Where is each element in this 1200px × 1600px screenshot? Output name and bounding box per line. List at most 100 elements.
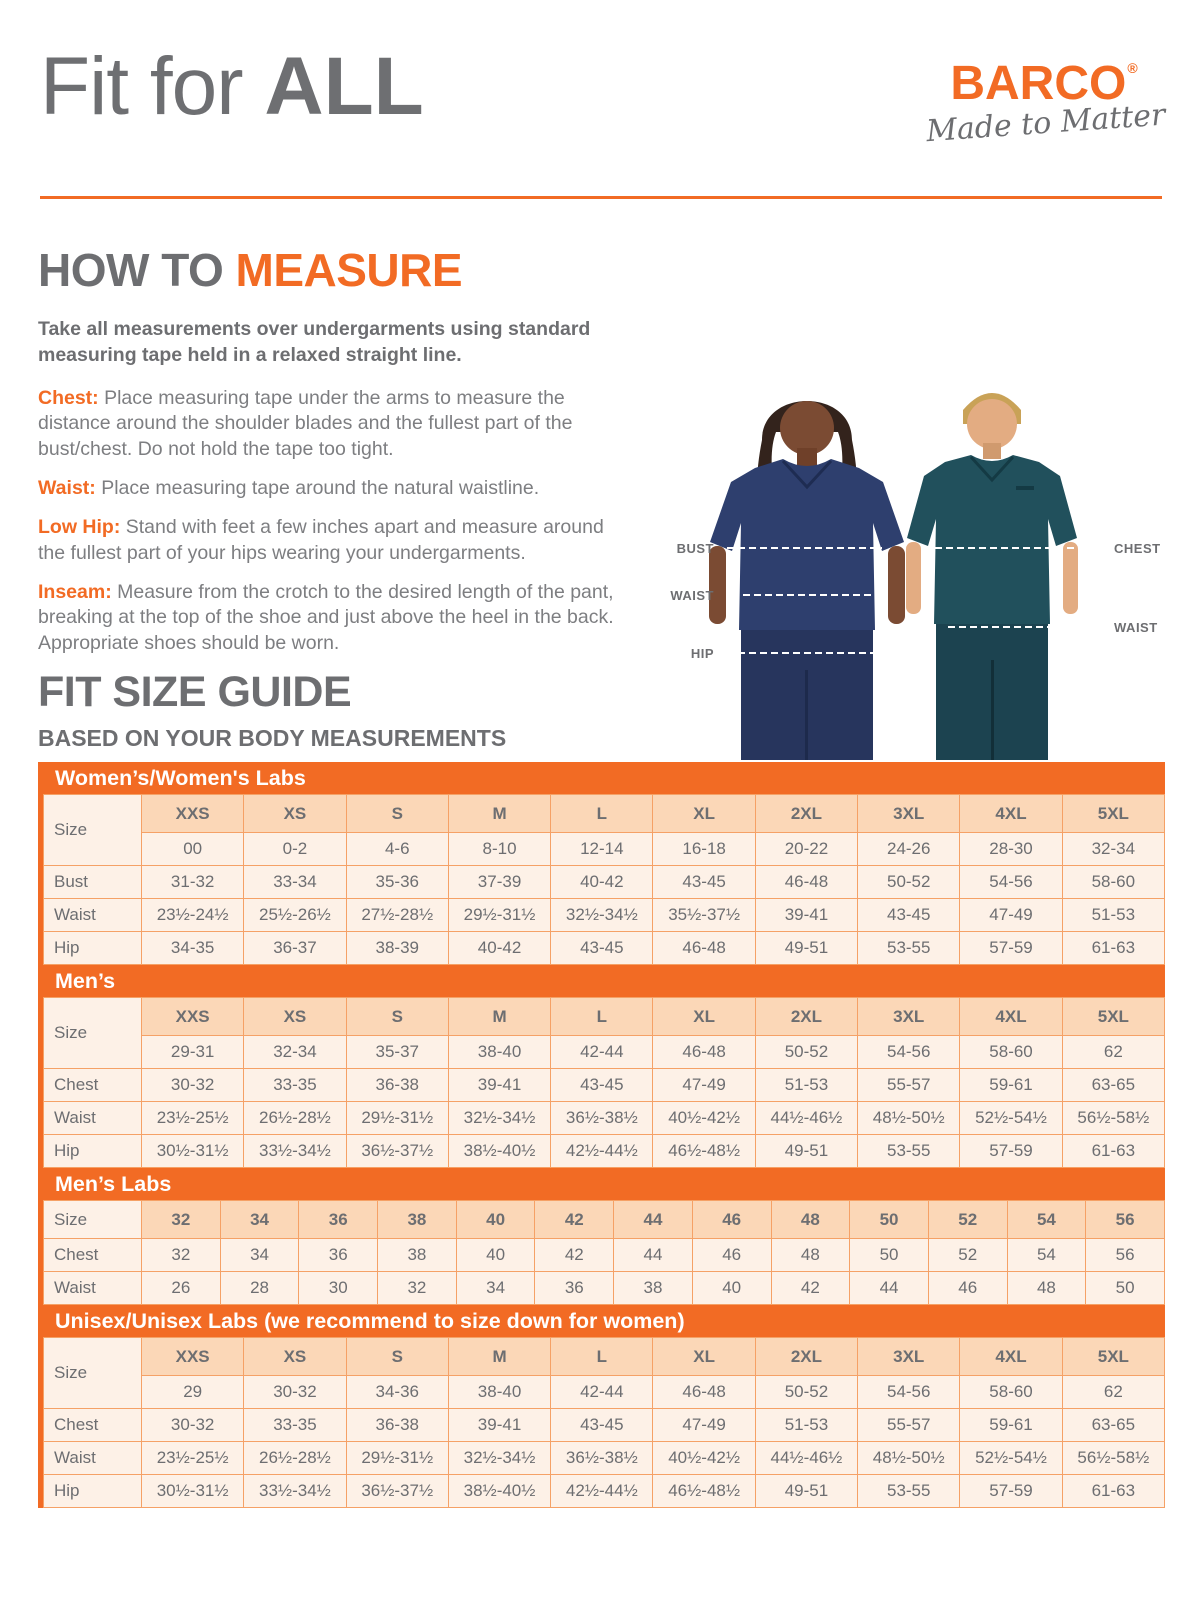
measure-item-waist: Waist: Place measuring tape around the n… <box>38 476 626 501</box>
how-to-measure-section: HOW TO MEASURE Take all measurements ove… <box>38 243 626 670</box>
measure-cell: 53-55 <box>857 1474 961 1508</box>
table-section-header: Men’s <box>43 965 1165 997</box>
measure-cell: 56½-58½ <box>1061 1101 1166 1135</box>
size-table: Unisex/Unisex Labs (we recommend to size… <box>43 1305 1166 1508</box>
low-hip-text: Stand with feet a few inches apart and m… <box>38 516 604 564</box>
fit-size-guide-heading: FIT SIZE GUIDE <box>38 668 352 716</box>
measure-cell: 54-56 <box>959 865 1063 899</box>
how-to-measure-heading: HOW TO MEASURE <box>38 243 626 297</box>
inseam-text: Measure from the crotch to the desired l… <box>38 580 614 654</box>
barco-wordmark: BARCO® <box>926 60 1162 108</box>
size-table: Men’s Size XXS XS S M L XL 2XL 3XL 4XL 5XL 29-31 32-3… <box>43 965 1166 1168</box>
size-header-cell: 50 <box>849 1200 929 1239</box>
size-header-cell: XL <box>652 794 756 833</box>
size-header-cell: 52 <box>927 1200 1008 1239</box>
numeric-size-cell: 62 <box>1061 1375 1166 1409</box>
measure-cell: 44 <box>849 1271 929 1305</box>
table-section-header: Men’s Labs <box>43 1168 1165 1200</box>
size-header-cell: 56 <box>1085 1200 1165 1239</box>
numeric-size-cell: 32-34 <box>243 1035 347 1069</box>
size-header-cell: L <box>550 1337 654 1376</box>
measure-intro: Take all measurements over undergarments… <box>38 318 591 366</box>
size-header-cell: XS <box>243 997 347 1036</box>
size-row-label: Size <box>43 794 142 866</box>
heading-orange-part: MEASURE <box>235 244 463 296</box>
bust-label: BUST <box>677 541 714 556</box>
measure-cell: 30½-31½ <box>140 1474 245 1508</box>
measure-row-label: Bust <box>43 865 142 899</box>
measure-cell: 44½-46½ <box>754 1441 859 1475</box>
chest-label: Chest: <box>38 386 99 409</box>
measure-cell: 36½-38½ <box>550 1441 654 1475</box>
measure-cell: 36½-37½ <box>345 1134 449 1168</box>
measure-row-label: Chest <box>43 1408 142 1442</box>
size-header-cell: XXS <box>140 1337 245 1376</box>
measure-cell: 40 <box>691 1271 772 1305</box>
measure-cell: 58-60 <box>1061 865 1166 899</box>
measure-cell: 50 <box>849 1238 929 1272</box>
size-row-label: Size <box>43 1337 142 1409</box>
size-header-cell: 36 <box>298 1200 379 1239</box>
size-header-cell: 3XL <box>857 1337 961 1376</box>
measure-cell: 63-65 <box>1061 1068 1166 1102</box>
size-header-cell: 4XL <box>959 997 1063 1036</box>
size-header-cell: 38 <box>377 1200 457 1239</box>
size-table: Women’s/Women's Labs Size XXS XS S M L XL 2XL 3XL… <box>43 762 1166 965</box>
measure-cell: 35½-37½ <box>652 898 756 932</box>
numeric-size-cell: 50-52 <box>754 1375 859 1409</box>
measure-row-label: Waist <box>43 1441 142 1475</box>
measure-cell: 53-55 <box>857 931 961 965</box>
size-header-cell: 54 <box>1006 1200 1087 1239</box>
measure-cell: 30½-31½ <box>140 1134 245 1168</box>
measure-cell: 44½-46½ <box>754 1101 859 1135</box>
measure-cell: 33-35 <box>243 1408 347 1442</box>
measure-cell: 50 <box>1085 1271 1165 1305</box>
page-title-bold: ALL <box>264 41 424 132</box>
page-title-light: Fit for <box>40 41 265 132</box>
measure-cell: 26½-28½ <box>243 1101 347 1135</box>
measure-row-label: Waist <box>43 1101 142 1135</box>
measure-cell: 46-48 <box>652 931 756 965</box>
measure-cell: 30 <box>298 1271 379 1305</box>
measure-row-label: Hip <box>43 931 142 965</box>
measure-cell: 36 <box>534 1271 615 1305</box>
measure-cell: 38-39 <box>345 931 449 965</box>
measure-cell: 32½-34½ <box>447 1441 552 1475</box>
numeric-size-cell: 50-52 <box>754 1035 859 1069</box>
numeric-size-cell: 46-48 <box>652 1375 756 1409</box>
size-header-cell: XXS <box>140 794 245 833</box>
numeric-size-cell: 62 <box>1061 1035 1166 1069</box>
size-header-cell: 42 <box>534 1200 615 1239</box>
size-header-cell: 5XL <box>1061 997 1166 1036</box>
size-header-cell: XL <box>652 1337 756 1376</box>
measure-cell: 46-48 <box>754 865 859 899</box>
measure-cell: 61-63 <box>1061 931 1166 965</box>
inseam-label: Inseam: <box>38 580 112 603</box>
size-header-cell: 2XL <box>754 1337 859 1376</box>
measure-cell: 61-63 <box>1061 1474 1166 1508</box>
measure-cell: 36½-37½ <box>345 1474 449 1508</box>
measure-cell: 52½-54½ <box>959 1101 1063 1135</box>
table-section-header: Unisex/Unisex Labs (we recommend to size… <box>43 1305 1165 1337</box>
size-guide-subheading: BASED ON YOUR BODY MEASUREMENTS <box>38 725 507 751</box>
woman-waist-label: WAIST <box>670 588 714 603</box>
measure-cell: 57-59 <box>959 931 1063 965</box>
waist-label: Waist: <box>38 476 96 499</box>
measure-cell: 55-57 <box>857 1408 961 1442</box>
numeric-size-cell: 38-40 <box>447 1035 552 1069</box>
measure-cell: 48 <box>1006 1271 1087 1305</box>
numeric-size-cell: 58-60 <box>959 1375 1063 1409</box>
measurement-table: Size XXS XS S M L XL 2XL 3XL 4XL 5XL 29-31 32-34 35-3… <box>43 997 1166 1168</box>
measure-cell: 51-53 <box>754 1068 859 1102</box>
measure-cell: 48½-50½ <box>857 1441 961 1475</box>
measure-cell: 43-45 <box>550 931 654 965</box>
measure-cell: 26 <box>141 1271 221 1305</box>
woman-model-figure <box>709 401 905 760</box>
size-header-cell: 4XL <box>959 794 1063 833</box>
measure-row-label: Waist <box>43 898 142 932</box>
measure-cell: 26½-28½ <box>243 1441 347 1475</box>
measure-cell: 42 <box>770 1271 851 1305</box>
barco-logo: BARCO® Made to Matter <box>925 60 1166 150</box>
masthead: Fit for ALL <box>40 41 424 132</box>
